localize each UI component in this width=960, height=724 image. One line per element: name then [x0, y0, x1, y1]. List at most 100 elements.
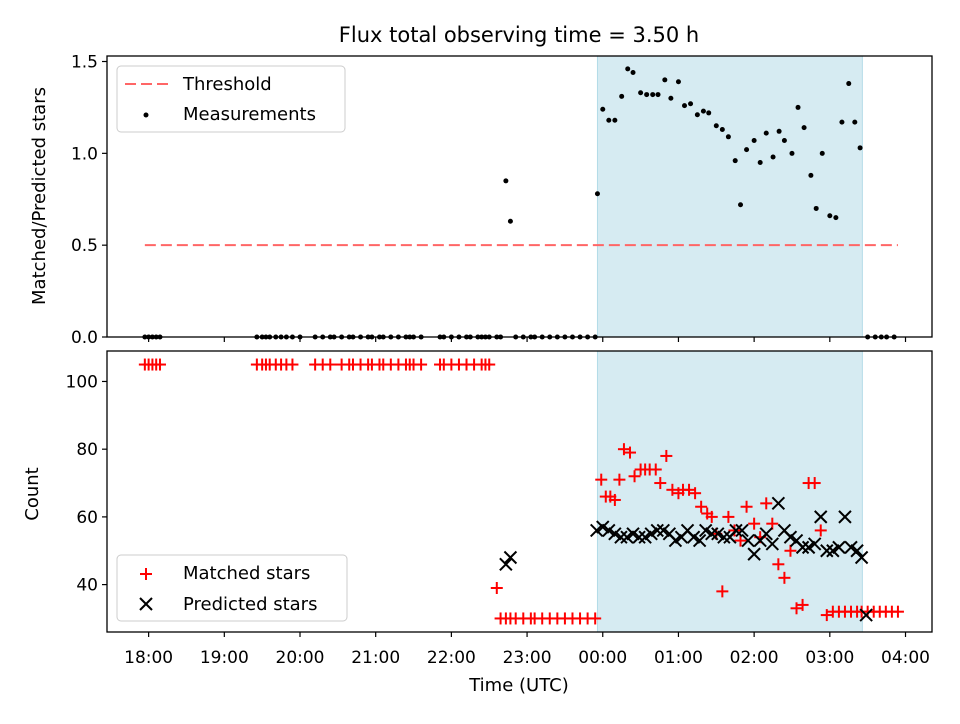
predicted-legend-swatch — [139, 597, 153, 611]
top-panel: 0.0 0.5 1.0 1.5 Matched/Predicted stars Thr… — [29, 53, 933, 348]
measurement-point — [655, 92, 661, 98]
measurement-point — [638, 90, 644, 96]
top-y-tick-label: 1.0 — [71, 144, 98, 164]
measurement-point — [688, 101, 694, 107]
top-y-tick-label: 1.5 — [71, 53, 98, 73]
matched-star-point — [820, 609, 833, 622]
predicted-star-point — [644, 527, 658, 541]
measurement-point — [662, 77, 668, 83]
predicted-star-point — [741, 533, 755, 548]
matched-star-point — [689, 487, 702, 500]
measurement-point — [738, 202, 744, 208]
bottom-y-tick-label: 100 — [66, 372, 98, 392]
predicted-star-point — [614, 530, 628, 544]
predicted-star-point — [656, 523, 671, 538]
measurement-point — [789, 150, 795, 156]
predicted-star-point — [844, 540, 858, 555]
predicted-star-points — [499, 496, 873, 622]
matched-star-point — [695, 500, 708, 513]
matched-star-point — [608, 493, 621, 506]
matched-legend-swatch — [140, 568, 152, 580]
bottom-legend-box — [116, 554, 348, 622]
measurement-point — [808, 172, 814, 178]
measurement-point — [827, 213, 833, 219]
predicted-star-point — [499, 557, 513, 571]
measurement-point — [713, 123, 719, 129]
measurement-point — [700, 108, 706, 114]
predicted-star-point — [859, 608, 873, 622]
measurement-point — [813, 205, 819, 211]
matched-star-point — [722, 510, 735, 523]
measurement-point — [846, 81, 852, 87]
predicted-star-point — [711, 527, 725, 541]
measurement-point — [606, 117, 612, 123]
bottom-y-tick-label: 80 — [76, 440, 98, 460]
measurement-point — [594, 191, 600, 197]
predicted-star-point — [795, 540, 810, 555]
measurement-point — [725, 134, 731, 140]
top-legend: Threshold Measurements — [116, 65, 346, 133]
matched-star-point — [734, 534, 747, 547]
measurement-point — [852, 119, 858, 125]
measurement-point — [706, 110, 712, 116]
measurement-point — [795, 104, 801, 110]
predicted-star-point — [668, 533, 683, 548]
matched-star-points — [138, 358, 904, 625]
predicted-star-point — [735, 523, 749, 538]
predicted-star-point — [692, 533, 707, 548]
predicted-star-point — [705, 527, 719, 541]
measurement-point — [857, 145, 863, 151]
matched-star-point — [153, 358, 166, 371]
matched-legend-label: Matched stars — [183, 563, 310, 584]
measurement-point — [732, 158, 738, 164]
predicted-star-point — [638, 530, 652, 544]
predicted-star-point — [698, 523, 713, 538]
measurement-point — [650, 92, 656, 98]
bottom-highlight-span — [596, 350, 863, 633]
measurement-point — [770, 154, 776, 160]
matched-star-point — [784, 544, 797, 557]
x-tick-label: 19:00 — [200, 648, 249, 668]
bottom-y-ticks: 40 60 80 100 — [66, 372, 107, 596]
matched-star-point — [595, 473, 608, 486]
predicted-star-point — [826, 544, 840, 558]
top-y-tick-label: 0.5 — [71, 236, 98, 256]
measurement-point — [781, 137, 787, 143]
top-x-ticks — [148, 337, 907, 342]
measurement-point — [751, 137, 757, 143]
measurement-point — [619, 93, 625, 99]
measurement-point — [625, 66, 631, 72]
matched-star-point — [654, 477, 667, 490]
predicted-star-point — [602, 523, 616, 538]
predicted-star-point — [620, 530, 634, 544]
matched-star-point — [286, 358, 299, 371]
measurement-point — [503, 178, 509, 184]
predicted-star-point — [632, 530, 646, 544]
matched-star-point — [666, 483, 679, 496]
bottom-panel: 40 60 80 100 18:00 19:00 20:00 21:00 22:00 23:00… — [22, 350, 933, 696]
matched-star-point — [808, 477, 821, 490]
matched-star-point — [740, 500, 753, 513]
predicted-star-point — [589, 523, 604, 538]
matched-star-point — [705, 510, 718, 523]
predicted-star-point — [686, 530, 701, 544]
measurement-point — [839, 119, 845, 125]
top-legend-box — [116, 65, 346, 133]
matched-star-point — [796, 598, 809, 611]
predicted-star-point — [759, 527, 773, 541]
matched-star-point — [760, 497, 773, 510]
top-y-axis-label: Matched/Predicted stars — [29, 87, 50, 305]
predicted-star-point — [771, 496, 786, 511]
matched-star-point — [766, 517, 779, 530]
top-highlight-span — [596, 55, 863, 338]
matched-star-point — [814, 524, 827, 537]
predicted-star-point — [820, 544, 834, 558]
x-tick-label: 00:00 — [578, 648, 627, 668]
predicted-star-point — [765, 537, 780, 551]
top-y-tick-label: 0.0 — [71, 328, 98, 348]
bottom-y-axis-label: Count — [22, 467, 43, 520]
x-tick-label: 01:00 — [654, 648, 703, 668]
predicted-star-point — [850, 544, 864, 558]
measurement-point — [757, 160, 763, 166]
matched-star-point — [660, 449, 673, 462]
